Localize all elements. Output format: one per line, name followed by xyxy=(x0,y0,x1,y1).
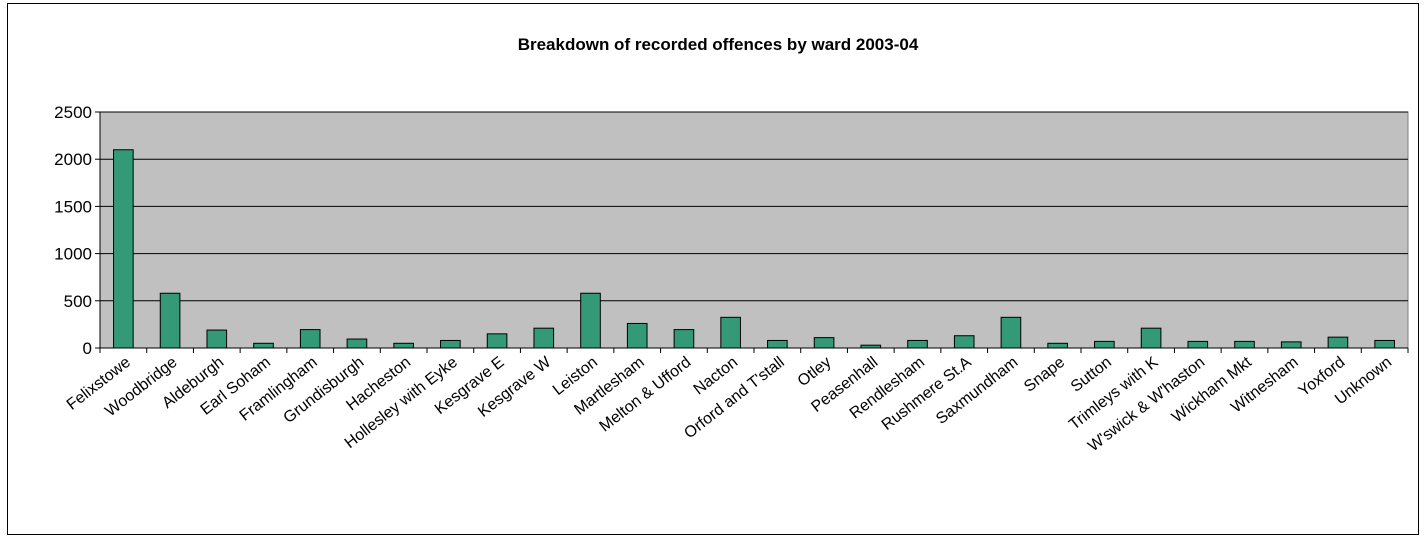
bar xyxy=(1234,340,1255,349)
bar xyxy=(1327,336,1349,349)
x-tick-label: Saxmundham xyxy=(933,354,1021,428)
bar xyxy=(720,316,741,349)
bar xyxy=(206,329,228,349)
bar xyxy=(673,329,695,349)
bar xyxy=(1000,316,1022,349)
bar xyxy=(393,342,414,349)
x-tick-label: Wickham Mkt xyxy=(1169,353,1256,426)
bar xyxy=(346,338,368,349)
gridlines xyxy=(100,111,1408,302)
bar xyxy=(253,342,274,349)
bar xyxy=(486,333,508,349)
bar xyxy=(1280,341,1302,349)
bar xyxy=(113,149,134,349)
bars xyxy=(113,149,1395,349)
y-tick-label: 2500 xyxy=(54,103,92,122)
bar xyxy=(813,337,835,349)
bar xyxy=(953,335,975,349)
chart-title: Breakdown of recorded offences by ward 2… xyxy=(518,35,919,54)
y-tick-label: 500 xyxy=(64,292,92,311)
bar-chart: Breakdown of recorded offences by ward 2… xyxy=(54,35,1409,455)
chart-frame: Breakdown of recorded offences by ward 2… xyxy=(7,3,1419,535)
x-tick-label: Snape xyxy=(1021,354,1068,396)
bar xyxy=(1140,327,1162,349)
bar xyxy=(1094,340,1115,349)
bar xyxy=(440,339,461,349)
y-tick-labels: 0 500 1000 1500 2000 2500 xyxy=(54,103,92,358)
plot-area xyxy=(99,111,1409,349)
bar xyxy=(907,339,928,349)
y-tick-label: 0 xyxy=(83,339,92,358)
y-tick-label: 2000 xyxy=(54,150,92,169)
bar xyxy=(533,327,555,349)
bar xyxy=(159,292,181,349)
bar xyxy=(299,329,321,349)
bar xyxy=(767,339,788,349)
x-tick-label: Grundisburgh xyxy=(281,354,368,427)
bar xyxy=(626,322,648,349)
bar xyxy=(580,292,601,349)
x-tick-label: Otley xyxy=(795,354,835,390)
bar xyxy=(1047,342,1068,349)
bar xyxy=(1374,339,1395,349)
bar xyxy=(1187,340,1209,349)
y-tick-label: 1500 xyxy=(54,197,92,216)
axes xyxy=(95,111,1409,353)
y-tick-label: 1000 xyxy=(54,245,92,264)
